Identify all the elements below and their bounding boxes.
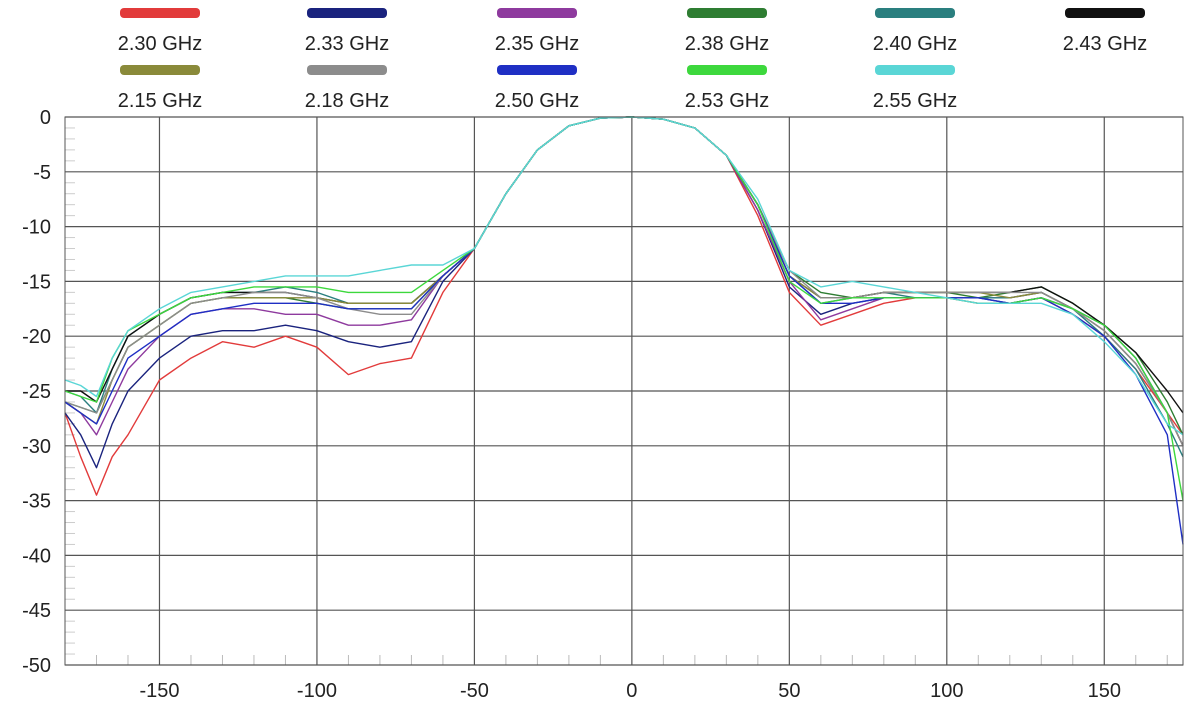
legend-label: 2.30 GHz [118,33,202,55]
y-tick-label: -50 [22,655,51,677]
legend-swatch [307,8,387,18]
series-lines [64,116,1184,545]
legend-label: 2.55 GHz [873,90,957,112]
legend-label: 2.53 GHz [685,90,769,112]
legend-swatch [120,65,200,75]
legend-swatch [687,65,767,75]
y-tick-label: -30 [22,436,51,458]
legend-swatch [120,8,200,18]
legend-swatch [875,8,955,18]
legend-label: 2.40 GHz [873,33,957,55]
x-tick-label: 50 [778,680,800,702]
x-tick-label: 100 [930,680,963,702]
plot-border [64,116,1184,666]
y-tick-label: -25 [22,381,51,403]
legend: 2.30 GHz 2.33 GHz 2.35 GHz 2.38 GHz 2.40 GHz… [118,8,1147,112]
series-line [64,116,1184,436]
y-tick-label: -40 [22,545,51,567]
x-tick-label: 0 [626,680,637,702]
legend-swatch [875,65,955,75]
minor-ticks [65,127,1168,665]
y-tick-label: -10 [22,217,51,239]
legend-label: 2.33 GHz [305,33,389,55]
legend-swatch [307,65,387,75]
x-tick-label: -50 [460,680,489,702]
x-tick-label: 150 [1088,680,1121,702]
legend-label: 2.38 GHz [685,33,769,55]
legend-label: 2.18 GHz [305,90,389,112]
legend-label: 2.15 GHz [118,90,202,112]
y-tick-label: -5 [33,162,51,184]
x-axis-ticks: -150 -100 -50 0 50 100 150 [139,680,1120,702]
y-tick-label: 0 [40,107,51,129]
y-tick-label: -20 [22,326,51,348]
x-tick-label: -100 [297,680,337,702]
plot-area [64,116,1184,666]
legend-swatch [497,8,577,18]
legend-label: 2.43 GHz [1063,33,1147,55]
legend-swatch [497,65,577,75]
legend-label: 2.35 GHz [495,33,579,55]
legend-label: 2.50 GHz [495,90,579,112]
y-tick-label: -35 [22,491,51,513]
legend-swatch [1065,8,1145,18]
y-tick-label: -15 [22,271,51,293]
y-axis-ticks: 0 -5 -10 -15 -20 -25 -30 -35 -40 -45 -50 [22,107,51,677]
legend-swatch [687,8,767,18]
x-tick-label: -150 [139,680,179,702]
y-tick-label: -45 [22,600,51,622]
